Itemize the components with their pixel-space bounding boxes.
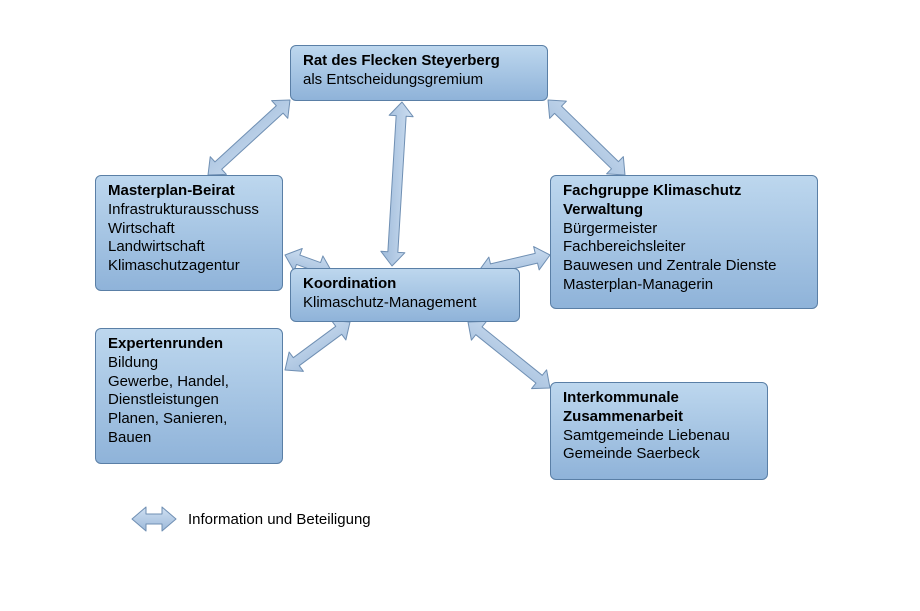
node-koord-body: Klimaschutz-Management xyxy=(303,294,507,313)
node-koord: Koordination Klimaschutz-Management xyxy=(290,268,520,322)
node-rat: Rat des Flecken Steyerberg als Entscheid… xyxy=(290,45,548,101)
node-interkom-body: Samtgemeinde LiebenauGemeinde Saerbeck xyxy=(563,427,755,465)
legend-arrow-icon xyxy=(130,505,178,533)
node-rat-title: Rat des Flecken Steyerberg xyxy=(303,52,535,71)
node-interkom: Interkommunale Zusammenarbeit Samtgemein… xyxy=(550,382,768,480)
node-fachgruppe: Fachgruppe Klimaschutz Verwaltung Bürger… xyxy=(550,175,818,309)
node-beirat-body: InfrastrukturausschussWirtschaftLandwirt… xyxy=(108,201,270,276)
node-interkom-title: Interkommunale Zusammenarbeit xyxy=(563,389,755,427)
node-fachgruppe-body: BürgermeisterFachbereichsleiterBauwesen … xyxy=(563,220,805,295)
node-beirat: Masterplan-Beirat Infrastrukturausschuss… xyxy=(95,175,283,291)
node-fachgruppe-title: Fachgruppe Klimaschutz Verwaltung xyxy=(563,182,805,220)
node-koord-title: Koordination xyxy=(303,275,507,294)
node-experten: Expertenrunden BildungGewerbe, Handel, D… xyxy=(95,328,283,464)
legend: Information und Beteiligung xyxy=(130,505,371,533)
node-beirat-title: Masterplan-Beirat xyxy=(108,182,270,201)
node-experten-body: BildungGewerbe, Handel, Dienstleistungen… xyxy=(108,354,270,448)
legend-label: Information und Beteiligung xyxy=(188,511,371,528)
node-experten-title: Expertenrunden xyxy=(108,335,270,354)
diagram-stage: Rat des Flecken Steyerberg als Entscheid… xyxy=(0,0,920,611)
node-rat-body: als Entscheidungsgremium xyxy=(303,71,535,90)
